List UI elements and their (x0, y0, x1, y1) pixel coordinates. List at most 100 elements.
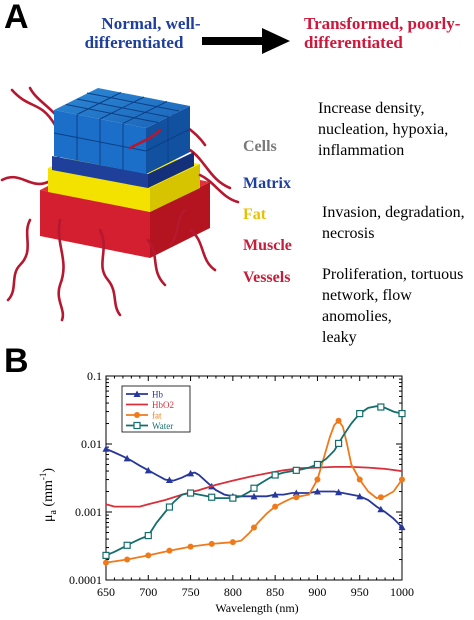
data-point (334, 439, 343, 448)
data-point (377, 505, 385, 513)
x-tick-label: 700 (139, 585, 157, 599)
y-axis-label: μa (mm-1) (38, 468, 59, 522)
series-line-hb (105, 447, 403, 528)
y-tick-label: 0.01 (81, 437, 102, 451)
legend-label: Hb (152, 390, 163, 400)
data-point (186, 489, 195, 497)
data-point (335, 417, 342, 424)
fat-description: Invasion, degradation, necrosis (322, 202, 465, 244)
data-point (271, 471, 279, 479)
data-point (144, 531, 152, 540)
cells-description-line1: Increase density, (318, 100, 425, 117)
x-tick-label: 1000 (390, 585, 414, 599)
panel-a-label: A (4, 0, 29, 36)
data-point (102, 445, 110, 452)
vessels-description-line2: network, flow (322, 287, 412, 304)
series-hb (102, 445, 406, 531)
panel-b-label: B (4, 342, 29, 380)
data-point (229, 494, 237, 502)
data-point (251, 524, 257, 531)
legend-entry-fat: fat (126, 411, 162, 421)
data-point (292, 489, 300, 497)
data-point (398, 409, 406, 418)
series-line-hbo2 (105, 466, 403, 508)
tissue-layer-block (0, 86, 240, 322)
legend-entry-hbo2: HbO2 (126, 400, 174, 410)
normal-header-line2: differentiated (84, 33, 184, 52)
data-point (356, 476, 363, 483)
series-water (102, 403, 406, 560)
data-point (229, 539, 236, 546)
x-tick-label: 850 (266, 585, 284, 599)
series-hbo2 (105, 466, 403, 508)
cells-description: Increase density, nucleation, hypoxia, i… (318, 98, 448, 161)
x-tick-label: 650 (97, 585, 115, 599)
fat-description-line1: Invasion, degradation, (322, 204, 465, 221)
data-point (144, 466, 152, 474)
data-point (165, 503, 174, 511)
data-point (272, 503, 279, 510)
normal-header: Normal, well- differentiated (66, 14, 236, 52)
data-point (356, 492, 364, 500)
y-tick-label: 0.1 (87, 369, 102, 383)
vessels-front (6, 128, 240, 322)
transform-arrow-icon (202, 28, 290, 54)
data-point (335, 488, 343, 496)
data-point (187, 469, 195, 477)
vessels-description-line4: leaky (322, 329, 357, 346)
data-point (314, 476, 321, 483)
data-point (377, 403, 385, 411)
data-point (166, 547, 173, 554)
data-point (208, 540, 215, 547)
data-point (399, 476, 405, 483)
legend-label: Water (152, 421, 173, 431)
data-point (102, 551, 110, 560)
vessels-description-line1: Proliferation, tortuous (322, 266, 464, 283)
layer-label-vessels: Vessels (243, 269, 291, 286)
data-point (398, 523, 406, 531)
layer-label-fat: Fat (243, 206, 267, 223)
data-point (250, 484, 258, 492)
transformed-header-line1: Transformed, poorly- (304, 14, 461, 33)
data-point (250, 492, 258, 500)
legend-entry-hb: Hb (126, 390, 163, 400)
legend-marker (133, 421, 141, 430)
layer-label-matrix: Matrix (243, 175, 291, 192)
data-point (165, 476, 173, 484)
x-tick-label: 950 (351, 585, 369, 599)
vessels-description: Proliferation, tortuous network, flow an… (322, 264, 463, 348)
legend-entry-water: Water (126, 421, 173, 431)
cells-description-line2: nucleation, hypoxia, (318, 121, 449, 138)
transformed-header-line2: differentiated (304, 33, 403, 52)
x-tick-label: 800 (224, 585, 242, 599)
absorption-chart: 650 700 750 800 850 900 950 1000 0.0001 0.001 0.01… (38, 369, 414, 615)
data-point (187, 543, 194, 550)
layer-label-cells: Cells (243, 138, 277, 155)
y-tick-label: 0.0001 (69, 573, 102, 587)
transformed-header: Transformed, poorly- differentiated (304, 14, 460, 52)
fat-description-line2: necrosis (322, 225, 375, 242)
data-point (103, 559, 109, 566)
x-tick-label: 900 (308, 585, 326, 599)
data-point (271, 491, 279, 498)
data-point (377, 494, 384, 501)
data-point (313, 488, 321, 495)
data-point (293, 494, 300, 501)
series-fat (103, 417, 405, 566)
data-point (145, 552, 152, 559)
x-tick-label: 750 (182, 585, 200, 599)
data-point (124, 556, 131, 563)
normal-header-line1: Normal, well- (101, 14, 201, 33)
layer-label-muscle: Muscle (243, 237, 292, 254)
legend-label: HbO2 (152, 400, 174, 410)
data-point (313, 460, 322, 469)
legend-marker (134, 412, 140, 418)
cells-description-line3: inflammation (318, 142, 405, 159)
legend-marker (133, 390, 141, 397)
y-tick-label: 0.001 (75, 505, 102, 519)
data-point (356, 409, 364, 418)
x-axis-label: Wavelength (nm) (215, 601, 298, 615)
data-point (123, 454, 131, 462)
legend-label: fat (152, 411, 162, 421)
data-point (208, 493, 216, 501)
